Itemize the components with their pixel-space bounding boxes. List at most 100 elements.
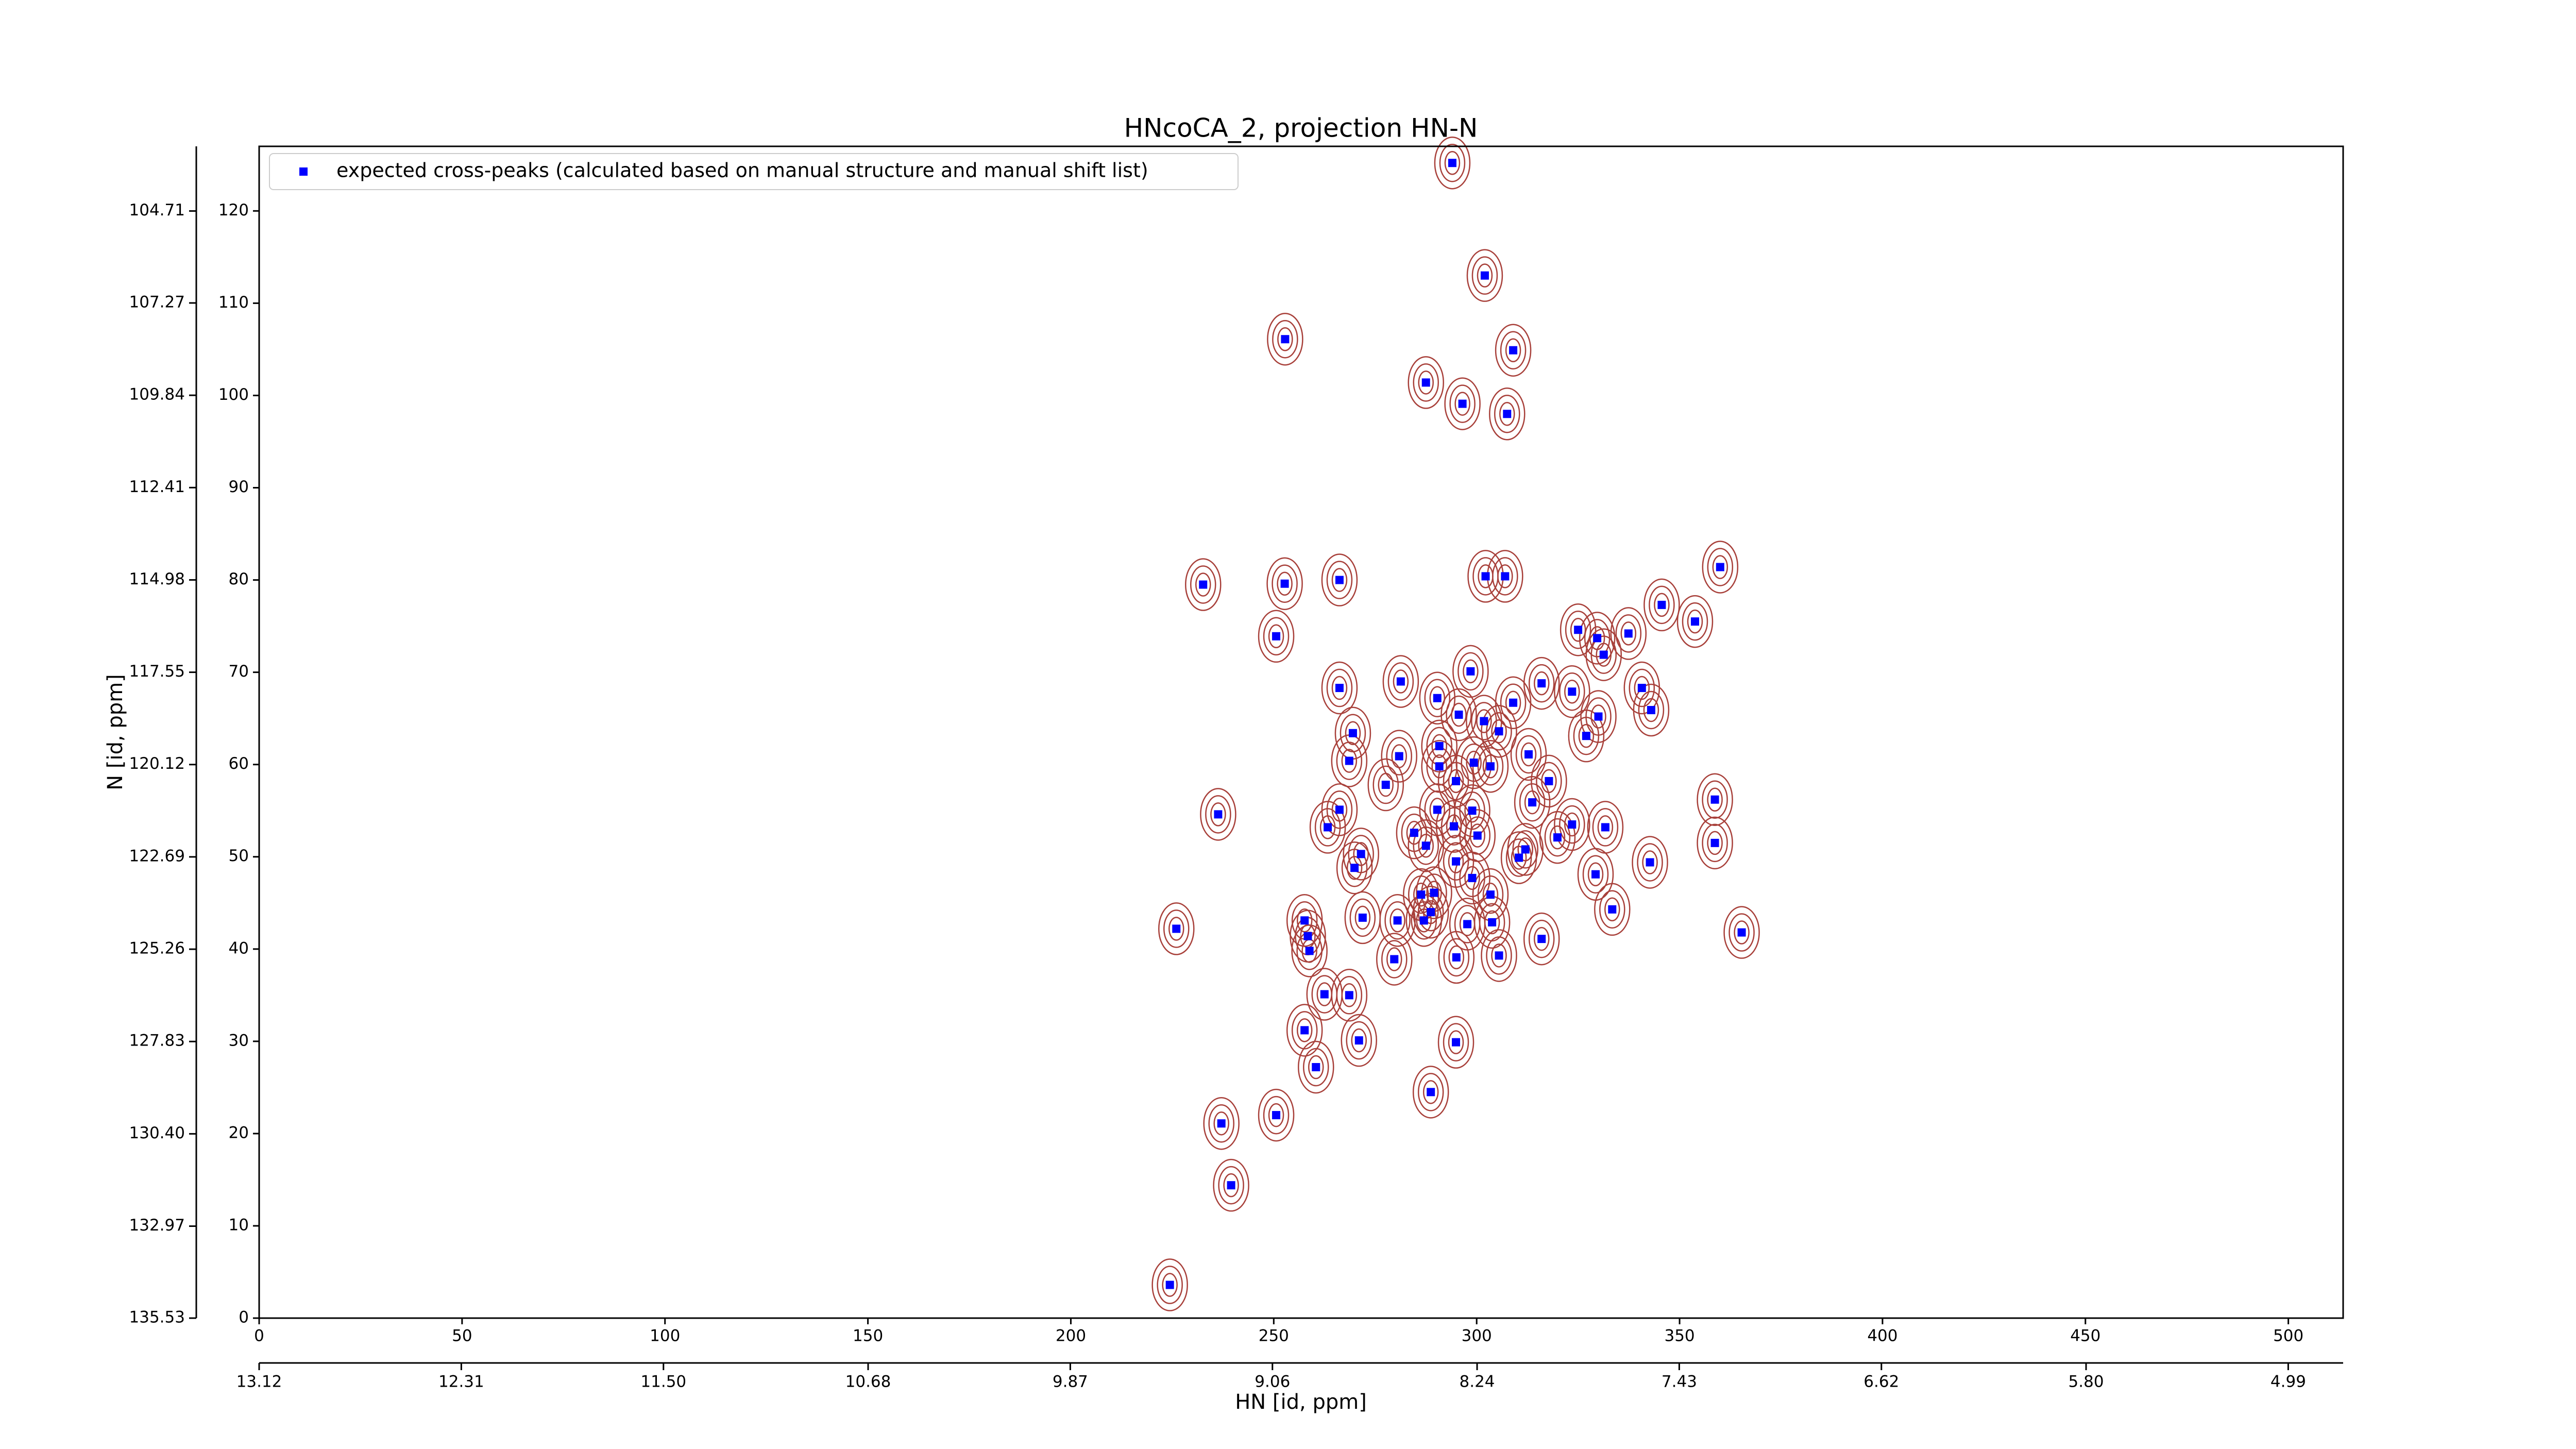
peak-contour	[1387, 662, 1414, 701]
peak-contour	[1565, 610, 1591, 649]
peak-contour	[1321, 661, 1358, 715]
cross-peak	[1172, 924, 1181, 933]
cross-peak	[1458, 399, 1467, 408]
peak-contour	[1218, 1166, 1244, 1205]
peak-contour	[1336, 742, 1363, 780]
peak-contour	[1454, 392, 1470, 416]
peak-contour	[1213, 1111, 1229, 1136]
cross-peak	[1335, 805, 1344, 814]
peak-contour	[1298, 1040, 1334, 1094]
peak-contour	[1642, 850, 1658, 874]
cross-peak	[1452, 777, 1461, 785]
cross-peak	[1593, 634, 1602, 643]
peak-contour	[1448, 945, 1465, 970]
peak-contour	[1481, 704, 1517, 758]
y-tick-label: 50	[229, 847, 249, 865]
peak-contour	[1424, 790, 1451, 829]
peak-contour	[1435, 800, 1472, 853]
cross-peak	[1528, 798, 1537, 807]
x-tick-label: 0	[254, 1327, 264, 1345]
peak-contour	[1446, 695, 1472, 734]
cross-peak	[1647, 706, 1655, 715]
peak-contour	[1448, 849, 1464, 873]
peak-contour	[1157, 1266, 1183, 1304]
peak-contour	[1268, 624, 1284, 649]
cross-peak	[1480, 271, 1489, 280]
peak-contour	[1321, 553, 1358, 606]
peak-contour	[1486, 712, 1512, 751]
cross-peak	[1488, 918, 1497, 926]
peak-contour	[1449, 384, 1476, 423]
peak-contour	[1564, 679, 1580, 704]
peak-contour	[1408, 356, 1444, 409]
peak-contour	[1523, 912, 1560, 966]
legend-label: expected cross-peaks (calculated based o…	[336, 159, 1148, 182]
cross-peak	[1515, 853, 1523, 862]
y-tick-label: 30	[229, 1031, 249, 1050]
peak-contour	[1210, 802, 1226, 827]
cross-peak	[1452, 857, 1461, 866]
y2-tick-label: 130.40	[129, 1124, 185, 1142]
y-axis-label: N [id, ppm]	[104, 674, 127, 790]
cross-peak	[1454, 710, 1463, 719]
peak-contour	[1408, 819, 1444, 872]
peak-contour	[1200, 788, 1236, 841]
peak-contour	[1440, 688, 1477, 742]
cross-peak	[1582, 732, 1590, 740]
y-tick-label: 100	[218, 385, 249, 404]
x2-tick-label: 4.99	[2270, 1373, 2306, 1391]
peak-contour	[1519, 783, 1546, 822]
peak-contour	[1510, 728, 1547, 781]
peak-contour	[1491, 719, 1507, 744]
peak-contour	[1341, 1014, 1378, 1067]
peak-contour	[1497, 564, 1513, 588]
peak-contour	[1393, 669, 1409, 694]
cross-peak	[1300, 916, 1309, 925]
cross-peak	[1545, 777, 1553, 785]
x-tick-label: 350	[1664, 1327, 1694, 1345]
peak-contour	[1185, 558, 1222, 611]
cross-peak	[1300, 1026, 1309, 1035]
peak-contour	[1341, 749, 1358, 773]
peak-contour	[1384, 901, 1411, 940]
cross-peak	[1199, 580, 1208, 589]
y-tick-label: 90	[229, 478, 249, 496]
cross-peak	[1591, 870, 1600, 879]
peak-contour	[1386, 737, 1412, 776]
cross-peak	[1624, 629, 1633, 638]
peak-contour	[1454, 784, 1490, 837]
peak-contour	[1452, 645, 1489, 698]
cross-peak	[1495, 951, 1503, 960]
peak-contour	[1477, 875, 1504, 914]
peak-contour	[1309, 801, 1346, 854]
peak-contour	[1477, 747, 1504, 786]
peak-contour	[1314, 808, 1341, 847]
peak-contour	[1378, 772, 1394, 797]
x-tick-label: 150	[853, 1327, 883, 1345]
cross-peak	[1710, 795, 1719, 804]
peak-contour	[1162, 1273, 1178, 1297]
y2-tick-label: 114.98	[129, 570, 185, 588]
peak-contour	[1482, 882, 1499, 907]
peak-contour	[1471, 256, 1498, 295]
peak-contour	[1564, 812, 1580, 837]
cross-peak	[1421, 378, 1430, 387]
peak-contour	[1599, 890, 1625, 929]
peak-contour	[1444, 377, 1481, 430]
peak-contour	[1723, 906, 1760, 959]
peak-contour	[1463, 659, 1479, 684]
peak-contour	[1615, 614, 1642, 653]
cross-peak	[1601, 823, 1609, 832]
peak-contour	[1412, 1066, 1449, 1119]
x-tick-label: 400	[1867, 1327, 1897, 1345]
peak-contour	[1431, 754, 1447, 779]
peak-contour	[1707, 548, 1734, 586]
y-tick-label: 10	[229, 1216, 249, 1234]
cross-peak	[1217, 1119, 1226, 1128]
peak-contour	[1707, 787, 1723, 812]
peak-contour	[1466, 249, 1503, 302]
peak-contour	[1633, 683, 1670, 737]
peak-contour	[1676, 595, 1714, 648]
cross-peak	[1410, 829, 1418, 837]
peak-contour	[1195, 572, 1211, 597]
